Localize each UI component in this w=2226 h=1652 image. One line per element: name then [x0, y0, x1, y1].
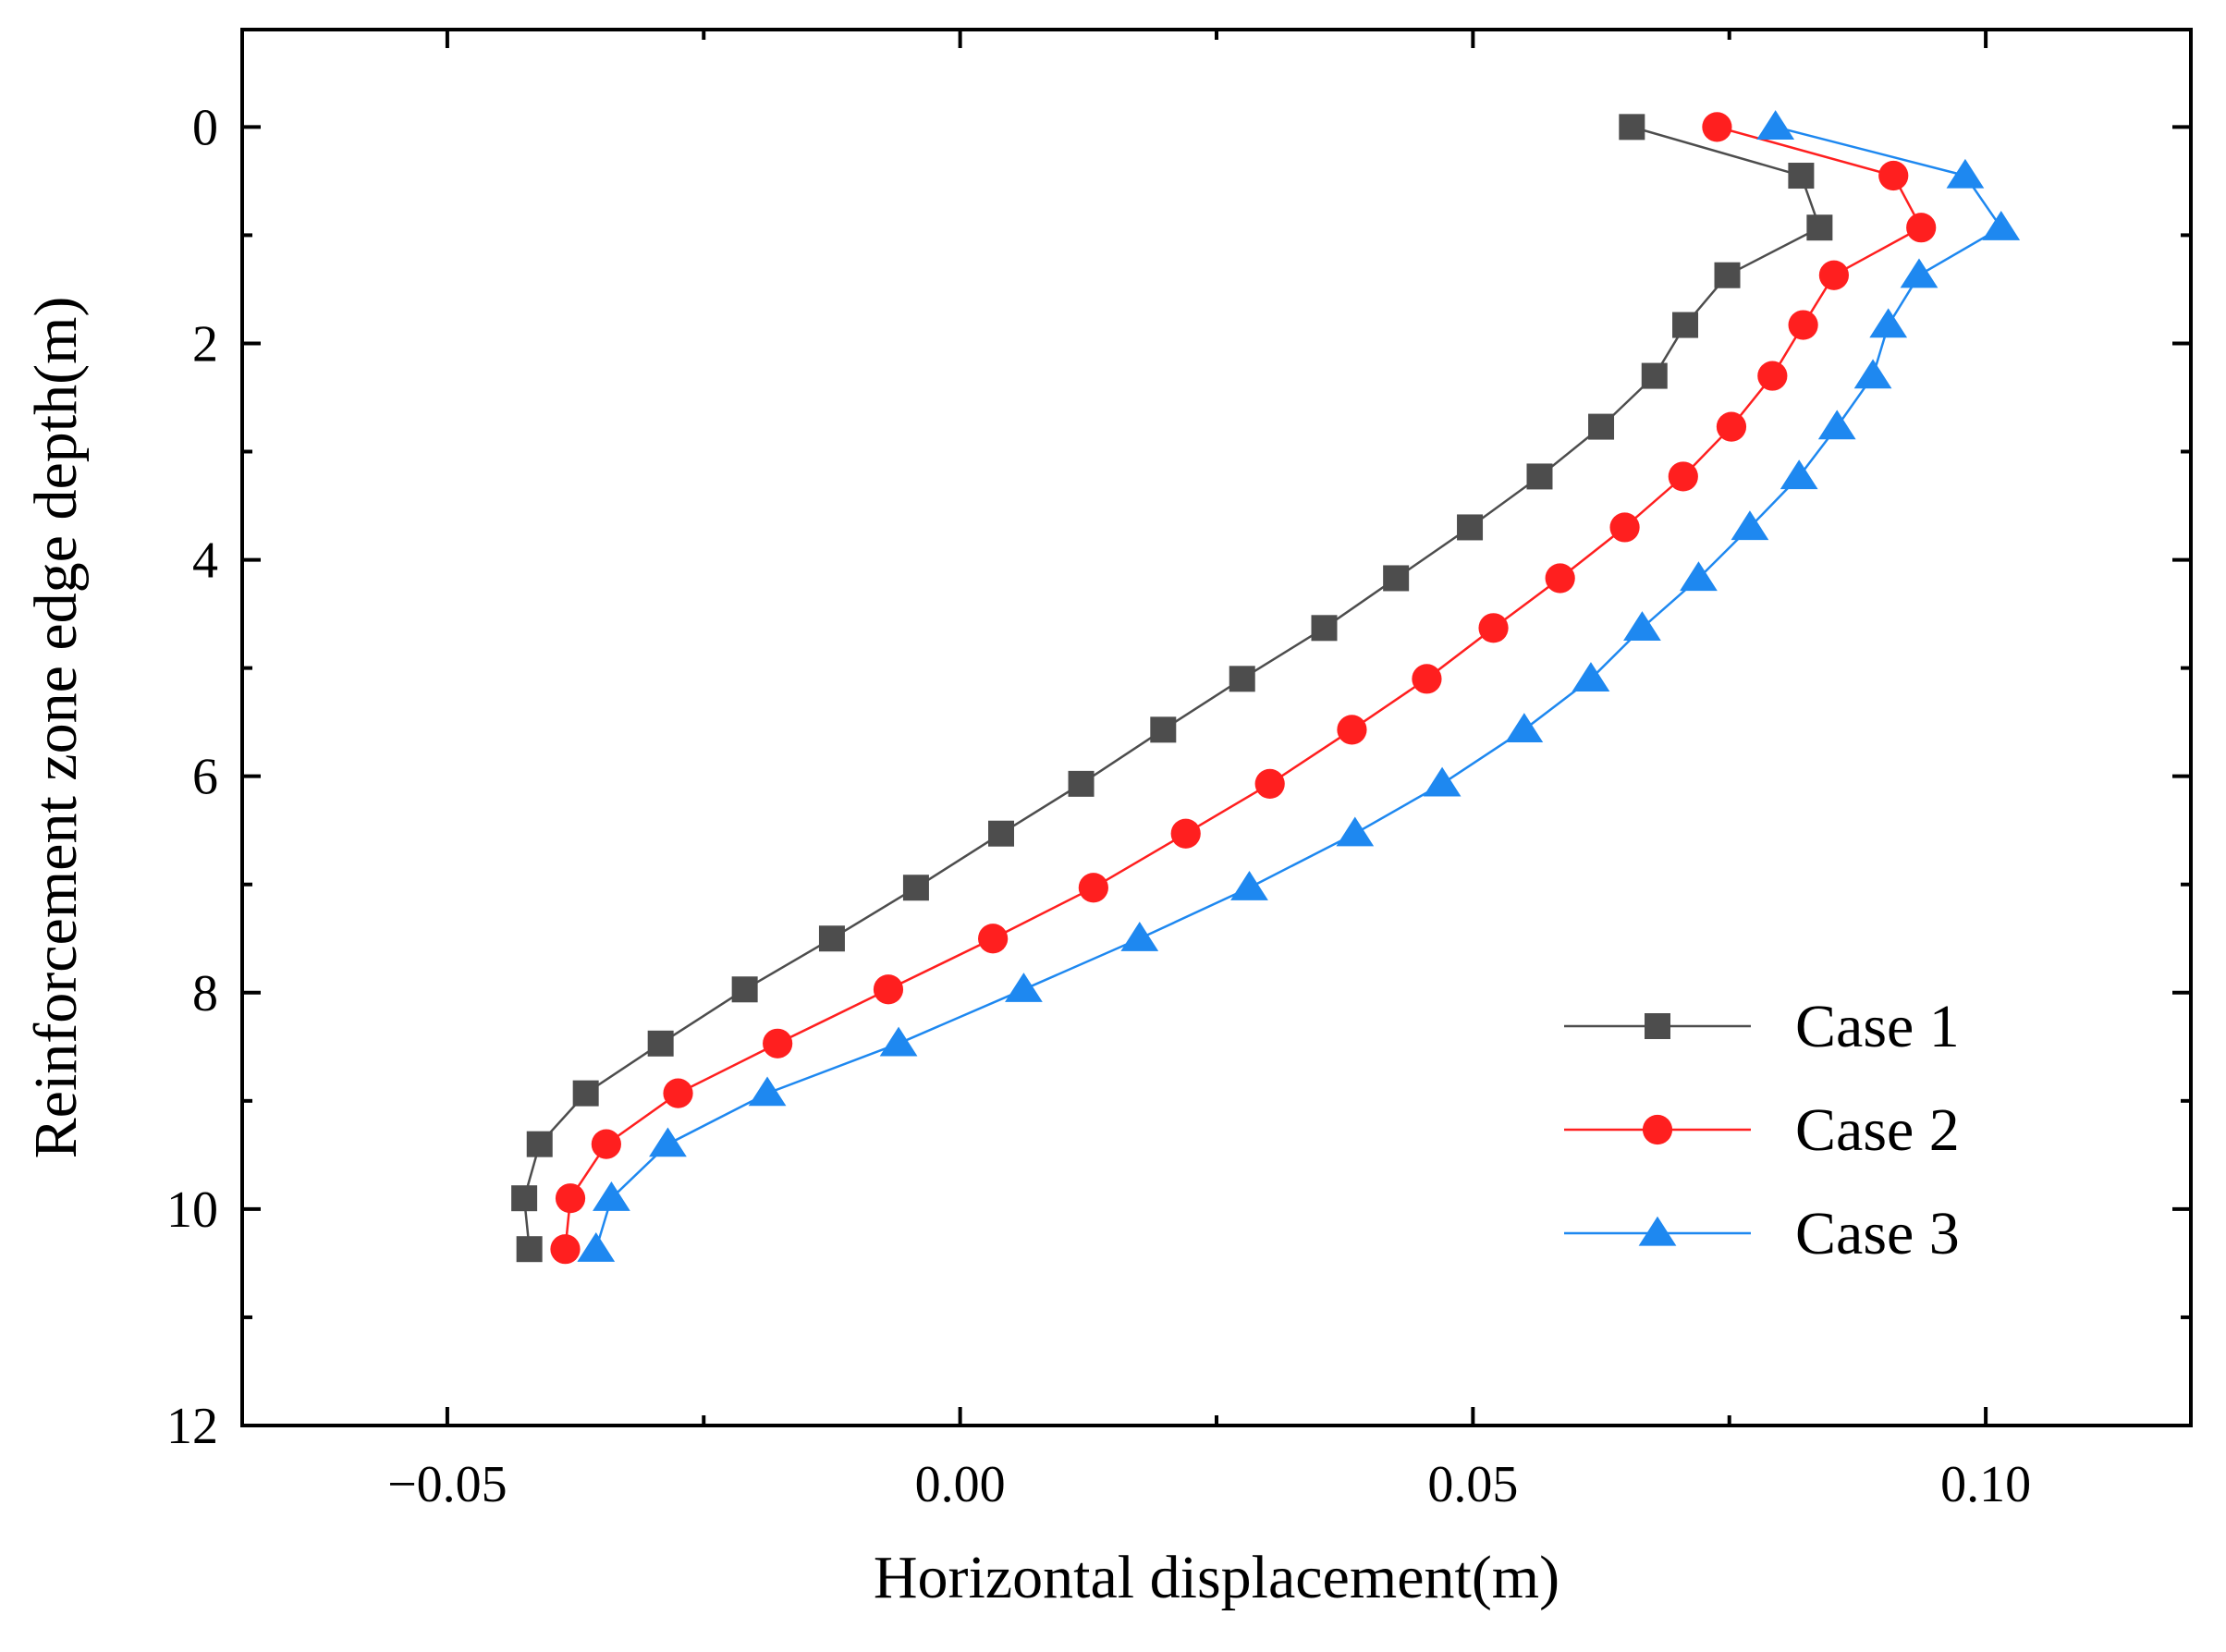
legend-marker: [1638, 1216, 1677, 1246]
series-case-2: [550, 112, 1937, 1265]
data-point-case-2: [663, 1078, 693, 1108]
data-point-case-1: [1311, 615, 1338, 642]
y-tick-label: 0: [192, 99, 218, 156]
x-tick-label: 0.05: [1427, 1456, 1518, 1513]
data-point-case-2: [1818, 260, 1850, 290]
data-point-case-2: [873, 974, 904, 1005]
data-point-case-3: [1230, 871, 1268, 900]
data-point-case-2: [978, 924, 1009, 954]
data-point-case-3: [1982, 211, 2021, 240]
series-line-case-3: [594, 126, 2003, 1250]
data-point-case-2: [763, 1028, 793, 1059]
data-point-case-1: [1641, 362, 1668, 389]
data-point-case-1: [1150, 716, 1177, 743]
data-point-case-1: [511, 1185, 538, 1212]
data-point-case-2: [591, 1129, 621, 1159]
data-point-case-2: [1545, 563, 1575, 593]
series-layer: [511, 110, 2021, 1265]
data-point-case-2: [1078, 873, 1108, 903]
x-tick-label: 0.10: [1940, 1456, 2031, 1513]
data-point-case-1: [1588, 413, 1615, 440]
series-case-3: [577, 110, 2021, 1262]
data-point-case-1: [1806, 214, 1833, 241]
x-tick-label: −0.05: [387, 1456, 508, 1513]
data-point-case-1: [572, 1080, 599, 1107]
data-point-case-3: [1423, 766, 1462, 797]
data-point-case-3: [879, 1026, 918, 1057]
data-point-case-1: [1788, 163, 1815, 190]
data-point-case-2: [1702, 112, 1732, 142]
data-point-case-2: [1906, 213, 1937, 243]
data-point-case-2: [1609, 512, 1640, 543]
data-point-case-3: [1005, 973, 1043, 1002]
data-point-case-3: [1505, 713, 1544, 742]
data-point-case-2: [1412, 664, 1442, 694]
data-point-case-2: [1668, 461, 1698, 492]
data-point-case-2: [1757, 361, 1788, 391]
data-point-case-1: [731, 976, 758, 1003]
data-point-case-3: [1756, 110, 1795, 140]
data-point-case-1: [647, 1030, 674, 1057]
data-point-case-1: [902, 875, 929, 901]
data-point-case-3: [1853, 359, 1892, 389]
data-point-case-3: [1731, 510, 1769, 541]
y-tick-label: 12: [166, 1398, 218, 1455]
data-point-case-2: [1478, 613, 1509, 643]
data-point-case-2: [1878, 160, 1909, 191]
data-point-case-1: [1714, 262, 1741, 288]
data-point-case-1: [1229, 666, 1255, 692]
data-point-case-1: [988, 820, 1015, 847]
x-axis-ticks: −0.05 0.00 0.05 0.10: [387, 30, 2031, 1513]
data-point-case-1: [1526, 463, 1553, 490]
y-axis-title: Reinforcement zone edge depth(m): [22, 297, 90, 1159]
data-point-case-2: [1716, 411, 1747, 442]
data-point-case-3: [593, 1181, 630, 1211]
data-point-case-2: [1170, 818, 1201, 849]
legend-label: Case 1: [1795, 993, 1960, 1060]
data-point-case-1: [1457, 514, 1484, 541]
data-point-case-3: [1120, 922, 1159, 951]
data-point-case-3: [1817, 410, 1856, 440]
legend-marker: [1645, 1013, 1670, 1039]
y-axis-ticks: 0 2 4 6 8 10 12: [166, 99, 2191, 1455]
data-point-case-3: [1623, 611, 1661, 641]
data-point-case-3: [1780, 459, 1818, 490]
data-point-case-1: [516, 1236, 543, 1263]
data-point-case-1: [1672, 312, 1699, 338]
series-line-case-1: [522, 126, 1821, 1250]
legend: Case 1 Case 2 Case 3: [1564, 993, 1960, 1267]
data-point-case-3: [1336, 816, 1375, 847]
data-point-case-3: [1946, 158, 1985, 189]
data-point-case-2: [550, 1234, 581, 1265]
legend-label: Case 2: [1795, 1096, 1960, 1164]
x-axis-title: Horizontal displacement(m): [874, 1544, 1559, 1611]
data-point-case-2: [1254, 768, 1285, 799]
data-point-case-1: [1619, 114, 1645, 141]
data-point-case-3: [1680, 561, 1718, 592]
y-tick-label: 10: [166, 1181, 218, 1239]
data-point-case-2: [555, 1183, 586, 1214]
y-tick-label: 6: [192, 749, 218, 806]
data-point-case-3: [649, 1127, 687, 1157]
data-point-case-2: [1788, 310, 1818, 340]
x-tick-label: 0.00: [915, 1456, 1006, 1513]
series-case-1: [511, 114, 1833, 1263]
data-point-case-1: [526, 1131, 553, 1157]
data-point-case-3: [1900, 258, 1939, 288]
data-point-case-1: [818, 925, 845, 952]
y-tick-label: 8: [192, 965, 218, 1022]
data-point-case-3: [1869, 308, 1908, 338]
data-point-case-3: [748, 1076, 787, 1107]
data-point-case-2: [1337, 715, 1367, 745]
data-point-case-3: [1572, 662, 1610, 691]
data-point-case-3: [577, 1232, 616, 1262]
legend-marker: [1642, 1114, 1673, 1145]
y-tick-label: 4: [192, 532, 218, 590]
data-point-case-1: [1068, 770, 1095, 797]
data-point-case-1: [1383, 565, 1410, 592]
legend-label: Case 3: [1795, 1200, 1960, 1267]
y-tick-label: 2: [192, 315, 218, 373]
